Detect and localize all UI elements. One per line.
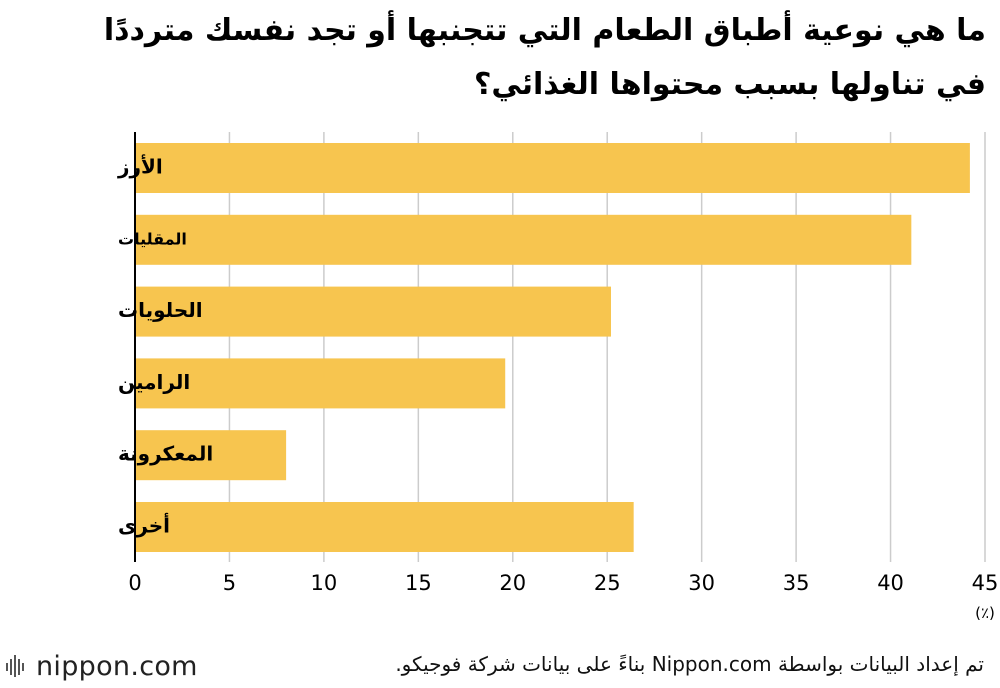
x-tick-label: 40: [877, 571, 904, 595]
x-tick-label: 5: [223, 571, 236, 595]
category-label: الحلويات: [118, 298, 203, 322]
nippon-logo[interactable]: nippon.com: [6, 650, 198, 682]
x-tick-label: 35: [783, 571, 810, 595]
unit-label: (٪): [975, 604, 995, 622]
nippon-logo-text: nippon.com: [36, 650, 198, 682]
x-tick-label: 15: [405, 571, 432, 595]
x-tick-label: 0: [128, 571, 141, 595]
bar[interactable]: [135, 143, 970, 193]
bar[interactable]: [135, 502, 634, 552]
nippon-logo-icon: [6, 655, 24, 677]
category-label: الأرز: [117, 154, 163, 179]
category-label: المعكرونة: [118, 442, 213, 466]
category-label: المقليات: [118, 229, 187, 248]
bar[interactable]: [135, 358, 506, 409]
source-note: تم إعداد البيانات بواسطة Nippon.com بناء…: [395, 652, 984, 676]
x-tick-label: 10: [311, 571, 338, 595]
bar[interactable]: [135, 214, 912, 265]
x-tick-label: 20: [499, 571, 526, 595]
category-label: الرامين: [118, 370, 190, 394]
bar[interactable]: [135, 430, 287, 481]
x-tick-label: 25: [594, 571, 621, 595]
chart-title-line-1: ما هي نوعية أطباق الطعام التي تتجنبها أو…: [103, 13, 986, 48]
category-label: أخرى: [118, 512, 170, 538]
x-tick-label: 45: [972, 571, 999, 595]
x-tick-label: 30: [688, 571, 715, 595]
chart-title: ما هي نوعية أطباق الطعام التي تتجنبها أو…: [16, 4, 986, 112]
bar[interactable]: [135, 286, 611, 337]
chart-title-line-2: في تناولها بسبب محتواها الغذائي؟: [473, 67, 986, 102]
